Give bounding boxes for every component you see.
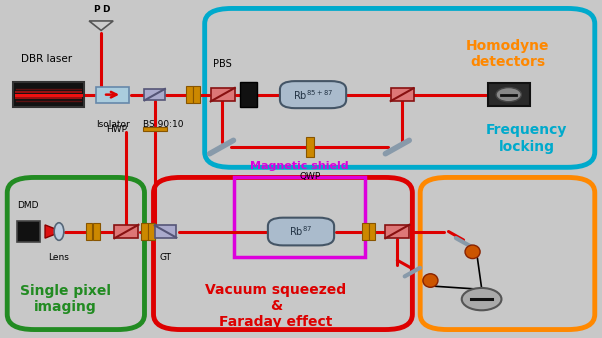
FancyBboxPatch shape: [268, 218, 334, 245]
Text: BS 90:10: BS 90:10: [143, 120, 184, 129]
Ellipse shape: [54, 223, 64, 240]
Bar: [141, 223, 147, 240]
Bar: [85, 223, 92, 240]
Text: QWP: QWP: [299, 172, 321, 182]
Bar: [234, 177, 365, 257]
Circle shape: [462, 288, 501, 310]
Text: PBS: PBS: [213, 59, 232, 69]
Ellipse shape: [465, 245, 480, 259]
Text: Rb$^{85+87}$: Rb$^{85+87}$: [293, 88, 333, 101]
Text: Rb$^{87}$: Rb$^{87}$: [290, 225, 312, 238]
Text: Vacuum squeezed
&
Faraday effect: Vacuum squeezed & Faraday effect: [205, 283, 346, 329]
Bar: [488, 83, 530, 106]
Text: Isolator: Isolator: [96, 120, 129, 129]
Bar: [148, 223, 155, 240]
Text: Lens: Lens: [49, 254, 69, 263]
Bar: [13, 82, 84, 107]
Bar: [240, 82, 257, 107]
Bar: [362, 223, 368, 240]
Polygon shape: [45, 225, 62, 238]
Circle shape: [496, 88, 521, 102]
Bar: [186, 86, 193, 103]
Text: GT: GT: [160, 254, 172, 263]
Text: Magnetic shield: Magnetic shield: [250, 161, 349, 171]
Bar: [155, 225, 176, 238]
Bar: [17, 221, 40, 242]
Text: Frequency
locking: Frequency locking: [486, 123, 568, 154]
Text: DBR laser: DBR laser: [21, 54, 72, 64]
FancyBboxPatch shape: [280, 81, 346, 108]
Bar: [93, 223, 99, 240]
Bar: [391, 88, 414, 101]
Ellipse shape: [423, 274, 438, 287]
Bar: [114, 225, 138, 238]
Bar: [143, 127, 167, 131]
Bar: [368, 223, 376, 240]
Text: Homodyne
detectors: Homodyne detectors: [466, 39, 549, 69]
Text: P: P: [93, 5, 100, 14]
Bar: [193, 86, 199, 103]
Text: HWP: HWP: [107, 125, 128, 134]
Text: DMD: DMD: [17, 200, 39, 210]
Text: D: D: [102, 5, 110, 14]
Polygon shape: [89, 21, 113, 30]
Bar: [306, 137, 314, 157]
Text: Single pixel
imaging: Single pixel imaging: [19, 284, 111, 314]
Bar: [96, 87, 129, 103]
Bar: [385, 225, 409, 238]
Bar: [144, 89, 165, 100]
Bar: [211, 88, 235, 101]
